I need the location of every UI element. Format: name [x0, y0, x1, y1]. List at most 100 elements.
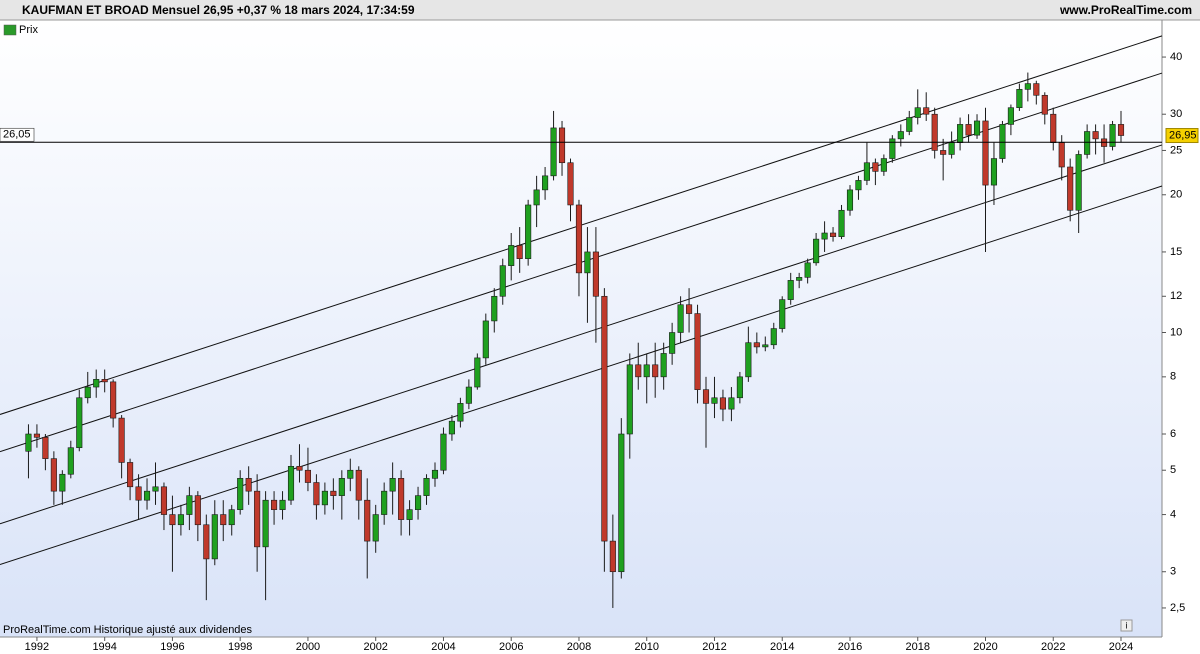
- candle-body: [152, 486, 159, 492]
- x-tick-label: 2008: [567, 641, 591, 653]
- x-tick-label: 2022: [1041, 641, 1065, 653]
- candle-body: [194, 495, 201, 526]
- candle-body: [863, 162, 870, 181]
- candle-body: [973, 120, 981, 136]
- candle-body: [914, 107, 921, 118]
- candle-body: [160, 486, 168, 515]
- candle-body: [186, 495, 193, 515]
- x-tick-label: 2004: [431, 641, 455, 653]
- x-tick-label: 2000: [296, 641, 320, 653]
- candle-body: [601, 295, 608, 542]
- candle-body: [770, 328, 777, 346]
- candle-body: [626, 364, 633, 435]
- candle-body: [347, 469, 354, 479]
- candle-body: [491, 295, 498, 322]
- info-icon-label: i: [1126, 620, 1128, 630]
- candle-body: [59, 473, 66, 492]
- candle-body: [330, 490, 337, 496]
- candle-body: [254, 490, 261, 548]
- candle-body: [499, 265, 506, 297]
- candle-body: [1024, 83, 1031, 90]
- x-tick-label: 1996: [160, 641, 184, 653]
- candle-body: [67, 447, 74, 475]
- trend-line: [0, 185, 1163, 566]
- candle-body: [101, 379, 108, 383]
- candle-body: [423, 478, 430, 496]
- candle-body: [50, 458, 57, 492]
- candle-body: [228, 509, 235, 526]
- candle-body: [465, 386, 472, 404]
- candle-body: [669, 332, 676, 354]
- candle-body: [364, 499, 371, 542]
- candle-body: [516, 245, 523, 259]
- legend-label: Prix: [19, 24, 38, 36]
- candle-body: [846, 189, 854, 211]
- candle-body: [203, 524, 210, 560]
- candle-body: [1041, 94, 1048, 115]
- x-tick-label: 1994: [92, 641, 116, 653]
- candle-body: [872, 162, 879, 172]
- candle-body: [431, 469, 439, 479]
- candle-body: [1058, 142, 1065, 168]
- candle-body: [271, 499, 278, 510]
- y-tick-label: 8: [1170, 371, 1176, 383]
- candle-body: [135, 486, 142, 501]
- x-tick-label: 2024: [1109, 641, 1133, 653]
- x-tick-label: 2016: [838, 641, 862, 653]
- candle-body: [686, 304, 693, 314]
- y-tick-label: 2,5: [1170, 602, 1185, 614]
- candle-body: [211, 514, 218, 560]
- candle-body: [762, 344, 769, 348]
- candle-body: [372, 514, 379, 542]
- candle-body: [660, 353, 667, 378]
- candle-body: [940, 150, 947, 155]
- candle-body: [304, 469, 311, 483]
- trend-line: [0, 144, 1163, 525]
- candle-body: [990, 158, 998, 186]
- candle-body: [923, 107, 930, 115]
- candle-body: [279, 499, 286, 510]
- y-tick-label: 3: [1170, 566, 1176, 578]
- y-tick-label: 40: [1170, 51, 1182, 63]
- candle-body: [897, 131, 904, 140]
- x-tick-label: 2010: [634, 641, 658, 653]
- y-tick-label: 10: [1170, 326, 1182, 338]
- candle-body: [127, 462, 134, 488]
- candle-body: [618, 433, 625, 573]
- footnote: ProRealTime.com Historique ajusté aux di…: [3, 624, 253, 636]
- candle-body: [567, 162, 574, 206]
- candle-body: [321, 490, 328, 506]
- info-icon[interactable]: [1120, 619, 1133, 632]
- plot-area: [0, 20, 1162, 637]
- candle-body: [957, 124, 964, 143]
- candle-body: [880, 158, 887, 172]
- candle-body: [169, 514, 176, 526]
- x-tick-label: 2014: [770, 641, 794, 653]
- candle-body: [237, 478, 244, 510]
- candle-body: [948, 142, 955, 155]
- candle-body: [643, 364, 650, 378]
- candle-body: [76, 397, 83, 449]
- candle-body: [635, 364, 642, 378]
- candle-body: [355, 469, 362, 501]
- candle-body: [889, 138, 896, 159]
- candle-body: [694, 313, 701, 390]
- y-tick-label: 6: [1170, 428, 1176, 440]
- reference-label-box: [0, 127, 35, 142]
- source: www.ProRealTime.com: [1059, 3, 1192, 17]
- candle-body: [508, 245, 515, 266]
- x-tick-label: 2012: [702, 641, 726, 653]
- candle-body: [542, 175, 549, 191]
- y-tick-label: 20: [1170, 189, 1182, 201]
- candle-body: [652, 364, 659, 378]
- candle-body: [999, 124, 1006, 159]
- x-tick-label: 2002: [363, 641, 387, 653]
- legend-swatch: [3, 24, 17, 36]
- candle-body: [584, 251, 591, 274]
- candle-body: [702, 389, 710, 404]
- candle-body: [1007, 107, 1014, 125]
- candle-body: [1050, 113, 1057, 143]
- last-price-box: [1165, 128, 1199, 144]
- candle-body: [110, 381, 117, 419]
